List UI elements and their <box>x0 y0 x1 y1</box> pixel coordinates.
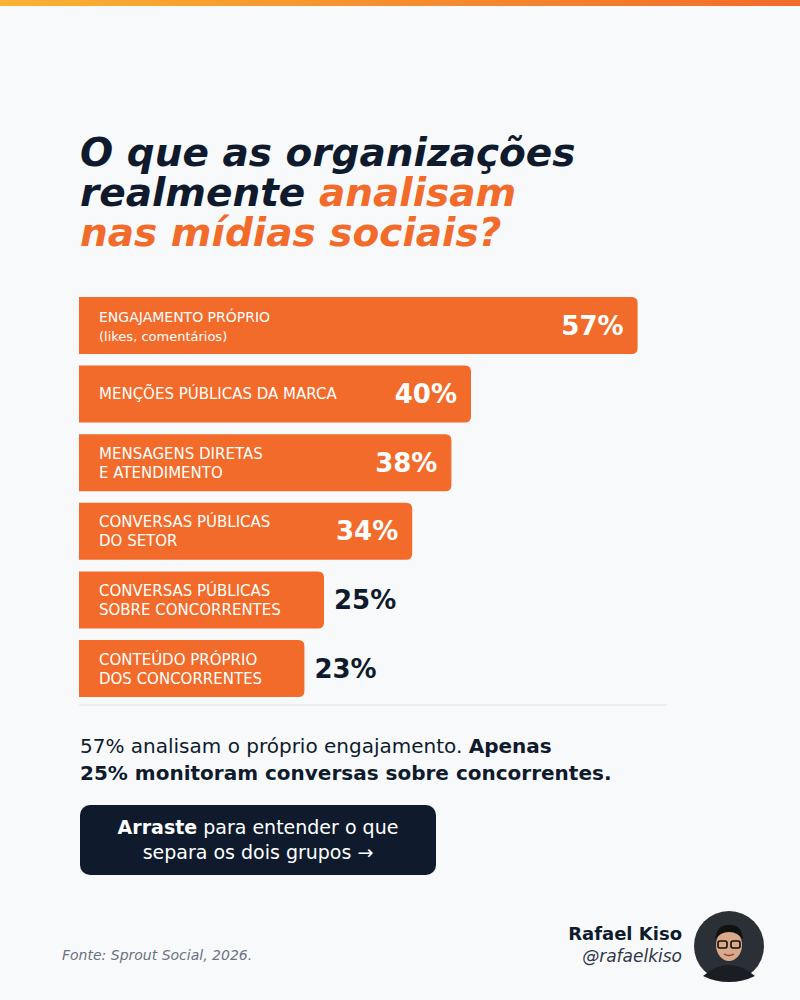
bars <box>79 297 638 697</box>
avatar-body <box>703 965 755 982</box>
title: O que as organizações realmente analisam… <box>80 133 760 253</box>
cta-bold: Arraste <box>118 816 198 838</box>
title-highlight: analisam nas mídias sociais? <box>80 170 516 255</box>
cta-text: Arraste para entender o que separa os do… <box>118 815 399 865</box>
avatar-glass <box>718 941 727 948</box>
value-label: 57% <box>561 311 623 341</box>
cta-button: Arraste para entender o que separa os do… <box>80 805 436 875</box>
bar <box>79 366 471 423</box>
category-line: SOBRE CONCORRENTES <box>99 601 281 619</box>
source: Fonte: Sprout Social, 2026. <box>62 947 252 963</box>
category-line: MENÇÕES PÚBLICAS DA MARCA <box>99 384 337 403</box>
avatar-smile <box>724 954 734 956</box>
category-line: DO SETOR <box>99 532 178 550</box>
author-handle: @rafaelkiso <box>582 946 682 966</box>
value-label: 38% <box>375 448 437 478</box>
category-label: CONTEÚDO PRÓPRIODOS CONCORRENTES <box>99 650 262 688</box>
bar <box>79 297 638 354</box>
category-label: CONVERSAS PÚBLICASDO SETOR <box>99 512 270 550</box>
category-line: DOS CONCORRENTES <box>99 670 262 688</box>
top-accent <box>0 0 800 6</box>
x-axis <box>79 705 667 706</box>
bar <box>79 434 451 491</box>
category-label: ENGAJAMENTO PRÓPRIO (likes, comentários) <box>99 308 270 344</box>
takeaway-bold: Apenas 25% monitoram conversas sobre con… <box>80 734 611 785</box>
value-label: 40% <box>395 379 457 409</box>
value-label: 34% <box>336 516 398 546</box>
avatar-hair <box>715 925 743 940</box>
category-label: MENÇÕES PÚBLICAS DA MARCA <box>99 384 337 403</box>
avatar <box>693 910 765 982</box>
category-line: CONVERSAS PÚBLICAS <box>99 581 270 600</box>
value-label: 23% <box>314 654 376 684</box>
category-line: CONVERSAS PÚBLICAS <box>99 512 270 531</box>
category-label: MENSAGENS DIRETASE ATENDIMENTO <box>99 445 263 482</box>
avatar-bg <box>694 911 764 981</box>
page: O que as organizações realmente analisam… <box>0 0 800 1000</box>
bar <box>79 571 324 628</box>
author-name: Rafael Kiso <box>568 923 682 944</box>
bar <box>79 640 304 697</box>
category-line: ENGAJAMENTO PRÓPRIO <box>99 308 270 325</box>
labels: ENGAJAMENTO PRÓPRIO (likes, comentários) 5… <box>99 308 624 688</box>
category-line: E ATENDIMENTO <box>99 464 223 482</box>
chart: ENGAJAMENTO PRÓPRIO (likes, comentários) 5… <box>0 290 800 720</box>
value-label: 25% <box>334 585 396 615</box>
category-line: CONTEÚDO PRÓPRIO <box>99 650 257 669</box>
category-line: MENSAGENS DIRETAS <box>99 445 263 463</box>
category-label: CONVERSAS PÚBLICASSOBRE CONCORRENTES <box>99 581 281 619</box>
category-line: (likes, comentários) <box>99 329 227 344</box>
avatar-glass <box>731 941 740 948</box>
bar <box>79 503 412 560</box>
takeaway: 57% analisam o próprio engajamento. Apen… <box>80 733 760 787</box>
